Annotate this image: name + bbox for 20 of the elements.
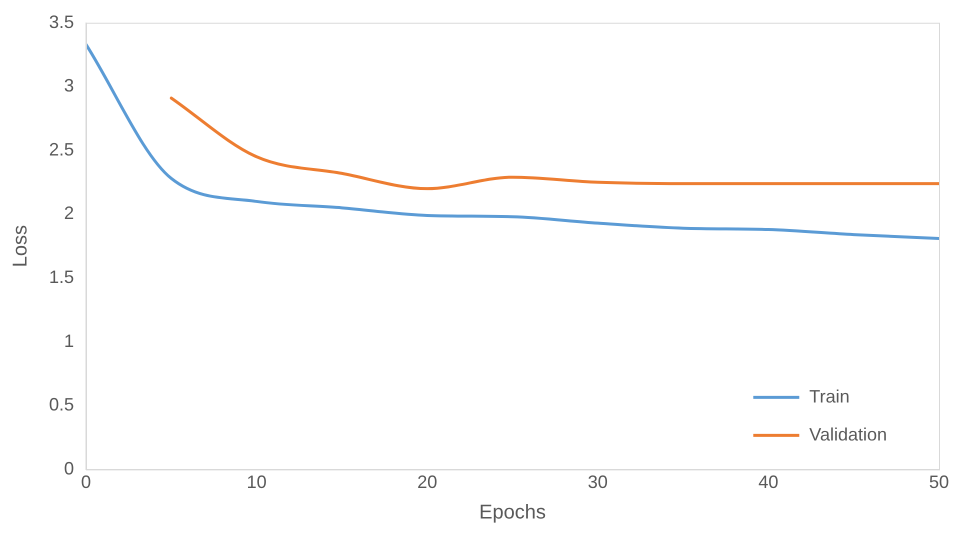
- line-series: [86, 42, 939, 240]
- x-tick-label: 50: [928, 472, 950, 492]
- y-axis-title: Loss: [10, 224, 32, 268]
- legend-label: Train: [809, 386, 850, 406]
- y-tick-label: 3: [64, 76, 74, 96]
- y-tick-label: 0: [64, 458, 74, 478]
- y-tick-label: 3.5: [48, 12, 74, 32]
- y-tick-label: 1: [64, 330, 74, 351]
- x-tick-label: 30: [588, 472, 608, 492]
- y-tick-label: 2.5: [48, 139, 74, 160]
- x-tick-label: 20: [417, 472, 438, 492]
- y-tick-label: 0.5: [48, 394, 74, 415]
- x-axis-title: Epochs: [479, 502, 546, 524]
- x-tick-label: 40: [758, 472, 778, 492]
- y-tick-label: 1.5: [48, 266, 74, 287]
- legend-label: Validation: [809, 424, 888, 444]
- line-series: [170, 96, 939, 190]
- x-tick-label: 0: [81, 472, 92, 492]
- y-tick-label: 2: [64, 203, 74, 224]
- x-tick-label: 10: [246, 472, 267, 492]
